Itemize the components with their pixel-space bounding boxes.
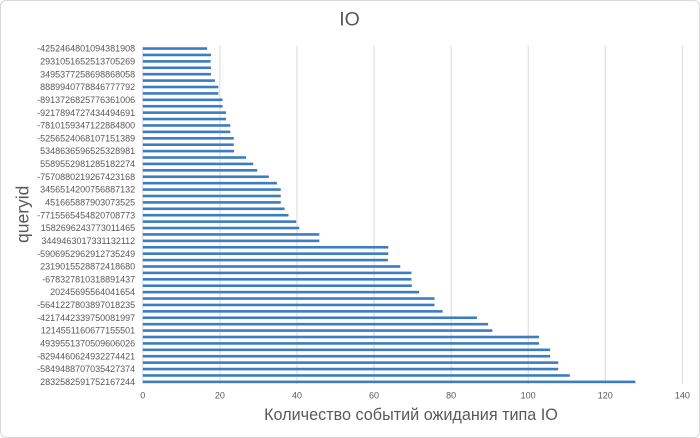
svg-text:1582696243773011465: 1582696243773011465	[41, 223, 135, 233]
svg-text:100: 100	[521, 391, 536, 401]
svg-text:2832582591752167244: 2832582591752167244	[40, 377, 135, 387]
svg-text:-4252464801094381908: -4252464801094381908	[37, 44, 135, 54]
svg-text:-5256524068107151389: -5256524068107151389	[37, 133, 135, 143]
svg-text:2319015528872418680: 2319015528872418680	[40, 262, 135, 272]
svg-text:-5849488707035427374: -5849488707035427374	[37, 364, 135, 374]
svg-text:-9217894727434494691: -9217894727434494691	[37, 108, 135, 118]
svg-text:Количество событий ожидания ти: Количество событий ожидания типа IO	[264, 406, 558, 424]
svg-text:20245695564041654: 20245695564041654	[50, 287, 135, 297]
svg-text:-4217442339750081997: -4217442339750081997	[37, 313, 135, 323]
svg-text:5348636596525328981: 5348636596525328981	[40, 146, 135, 156]
svg-text:2931051652513705269: 2931051652513705269	[40, 56, 135, 66]
svg-text:80: 80	[446, 391, 456, 401]
svg-text:-5641227803897018235: -5641227803897018235	[37, 300, 135, 310]
svg-text:40: 40	[292, 391, 302, 401]
svg-text:-8294460624932274421: -8294460624932274421	[37, 351, 135, 361]
svg-text:-7715565454820708773: -7715565454820708773	[37, 210, 135, 220]
svg-text:-678327810318891437: -678327810318891437	[42, 274, 135, 284]
svg-text:451665887903073525: 451665887903073525	[45, 197, 135, 207]
svg-text:4939551370509606026: 4939551370509606026	[40, 339, 135, 349]
svg-text:8889940778846777792: 8889940778846777792	[40, 82, 135, 92]
svg-text:-7570880219267423168: -7570880219267423168	[37, 172, 135, 182]
svg-text:queryid: queryid	[13, 186, 33, 243]
svg-text:3456514200756887132: 3456514200756887132	[40, 185, 135, 195]
svg-text:120: 120	[598, 391, 613, 401]
svg-text:0: 0	[140, 391, 145, 401]
svg-text:1214551160677155501: 1214551160677155501	[41, 326, 135, 336]
svg-text:140: 140	[675, 391, 690, 401]
svg-text:60: 60	[369, 391, 379, 401]
svg-text:-8913726825776361006: -8913726825776361006	[37, 95, 135, 105]
svg-text:-5906952962912735249: -5906952962912735249	[37, 249, 135, 259]
svg-text:20: 20	[215, 391, 225, 401]
svg-text:3495377258698868058: 3495377258698868058	[40, 69, 135, 79]
svg-text:3449463017331132112: 3449463017331132112	[41, 236, 135, 246]
svg-text:-7810159347122884800: -7810159347122884800	[37, 121, 135, 131]
svg-text:5589552981285182274: 5589552981285182274	[40, 159, 135, 169]
svg-text:IO: IO	[339, 9, 360, 31]
